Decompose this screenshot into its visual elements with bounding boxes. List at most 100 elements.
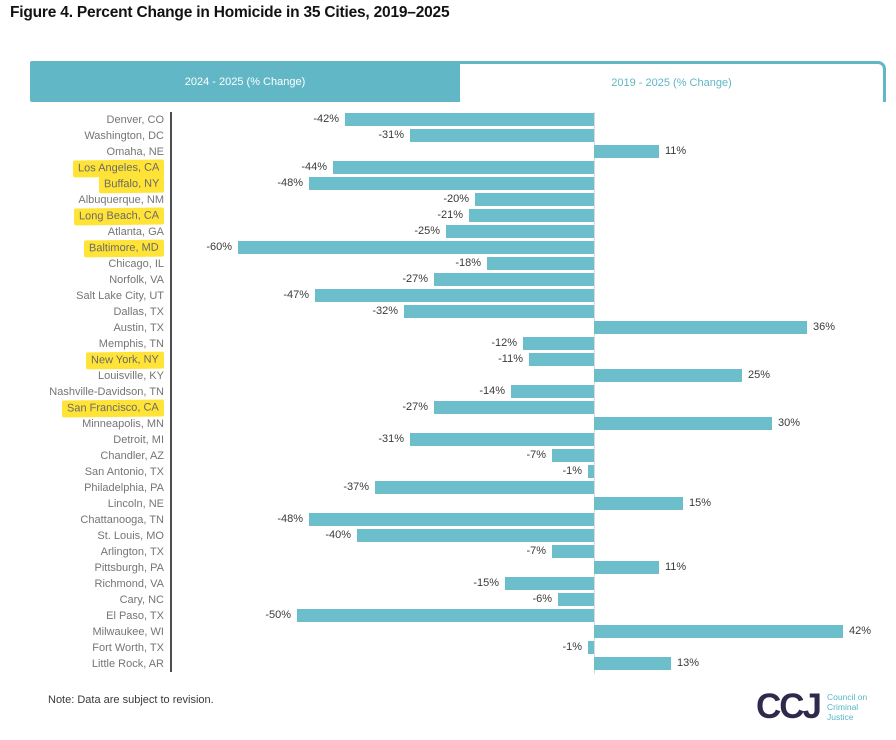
logo-caption: Council on Criminal Justice (827, 692, 867, 722)
bar-row: St. Louis, MO -40% (6, 528, 890, 544)
value-label: -31% (378, 433, 404, 445)
city-label: Los Angeles, CA (6, 159, 170, 178)
value-label: -50% (265, 609, 291, 621)
value-label: 11% (665, 145, 687, 157)
value-bar (446, 225, 594, 238)
bar-area: 30% (170, 416, 888, 432)
value-bar (410, 433, 594, 446)
city-label: Chicago, IL (108, 258, 164, 270)
bar-row: San Francisco, CA -27% (6, 399, 890, 418)
value-label: -14% (479, 385, 505, 397)
logo-caption-line: Justice (827, 712, 854, 722)
value-label: -7% (526, 545, 546, 557)
bar-row: Chattanooga, TN -48% (6, 512, 890, 528)
value-bar (594, 145, 659, 158)
bar-area: 42% (170, 624, 888, 640)
bar-row: San Antonio, TX -1% (6, 464, 890, 480)
bar-row: El Paso, TX -50% (6, 608, 890, 624)
bar-row: Denver, CO -42% (6, 112, 890, 128)
value-bar (552, 545, 594, 558)
bar-area: -7% (170, 448, 888, 464)
value-bar (487, 257, 594, 270)
bar-row: Chandler, AZ -7% (6, 448, 890, 464)
value-bar (529, 353, 594, 366)
city-label: Dallas, TX (113, 306, 164, 318)
city-label: Albuquerque, NM (78, 194, 164, 206)
value-label: -20% (443, 193, 469, 205)
bar-area: -1% (170, 640, 888, 656)
bar-area: -47% (170, 288, 888, 304)
value-bar (309, 513, 594, 526)
value-bar (594, 625, 843, 638)
value-label: -25% (414, 225, 440, 237)
city-label: Arlington, TX (100, 546, 164, 558)
city-label: Buffalo, NY (6, 175, 170, 194)
bar-area: 11% (170, 560, 888, 576)
bar-row: Cary, NC -6% (6, 592, 890, 608)
bar-row: Omaha, NE 11% (6, 144, 890, 160)
city-label: Richmond, VA (94, 578, 165, 590)
bar-area: -11% (170, 352, 888, 368)
bar-chart: Denver, CO -42% Washington, DC -31% Omaha, N… (6, 112, 890, 674)
highlighted-city-label: Long Beach, CA (73, 207, 165, 226)
city-label: Long Beach, CA (6, 207, 170, 226)
city-label: Omaha, NE (106, 146, 164, 158)
bar-area: 15% (170, 496, 888, 512)
city-label: San Francisco, CA (6, 399, 170, 418)
value-bar (523, 337, 594, 350)
city-label: Chandler, AZ (100, 450, 164, 462)
tab-2019-2025-change[interactable]: 2019 - 2025 (% Change) (460, 61, 886, 102)
bar-row: Chicago, IL -18% (6, 256, 890, 272)
tab-bar: 2024 - 2025 (% Change) 2019 - 2025 (% Ch… (30, 61, 886, 102)
value-bar (558, 593, 594, 606)
value-bar (238, 241, 594, 254)
bar-area: 25% (170, 368, 888, 384)
value-bar (315, 289, 594, 302)
bar-row: Fort Worth, TX -1% (6, 640, 890, 656)
value-bar (588, 641, 594, 654)
footnote: Note: Data are subject to revision. (48, 694, 214, 706)
value-label: -60% (206, 241, 232, 253)
bar-row: Lincoln, NE 15% (6, 496, 890, 512)
city-label: Baltimore, MD (6, 239, 170, 258)
bar-area: -32% (170, 304, 888, 320)
bar-row: Milwaukee, WI 42% (6, 624, 890, 640)
bar-area: -48% (170, 512, 888, 528)
value-label: -18% (455, 257, 481, 269)
bar-area: -27% (170, 400, 888, 416)
bar-area: -40% (170, 528, 888, 544)
bar-row: Los Angeles, CA -44% (6, 159, 890, 178)
bar-area: -7% (170, 544, 888, 560)
value-bar (375, 481, 594, 494)
value-bar (297, 609, 594, 622)
value-label: 25% (748, 369, 771, 381)
value-label: -27% (402, 273, 428, 285)
value-bar (511, 385, 594, 398)
city-label: Philadelphia, PA (84, 482, 164, 494)
city-label: El Paso, TX (106, 610, 164, 622)
city-label: Washington, DC (84, 130, 164, 142)
bar-row: Dallas, TX -32% (6, 304, 890, 320)
bar-area: 13% (170, 656, 888, 672)
value-label: -21% (437, 209, 463, 221)
city-label: Nashville-Davidson, TN (49, 386, 164, 398)
bar-row: Washington, DC -31% (6, 128, 890, 144)
city-label: Chattanooga, TN (80, 514, 164, 526)
value-label: -27% (402, 401, 428, 413)
value-bar (594, 657, 671, 670)
value-bar (357, 529, 594, 542)
city-label: Denver, CO (106, 114, 164, 126)
highlighted-city-label: New York, NY (86, 351, 165, 370)
bar-area: -20% (170, 192, 888, 208)
tab-2024-2025-change[interactable]: 2024 - 2025 (% Change) (30, 61, 460, 102)
value-bar (552, 449, 594, 462)
bar-area: -12% (170, 336, 888, 352)
bar-area: -14% (170, 384, 888, 400)
city-label: Fort Worth, TX (92, 642, 164, 654)
bar-area: -25% (170, 224, 888, 240)
value-label: 30% (778, 417, 801, 429)
value-label: -40% (325, 529, 351, 541)
city-label: Memphis, TN (98, 338, 164, 350)
figure-title: Figure 4. Percent Change in Homicide in … (10, 4, 450, 21)
